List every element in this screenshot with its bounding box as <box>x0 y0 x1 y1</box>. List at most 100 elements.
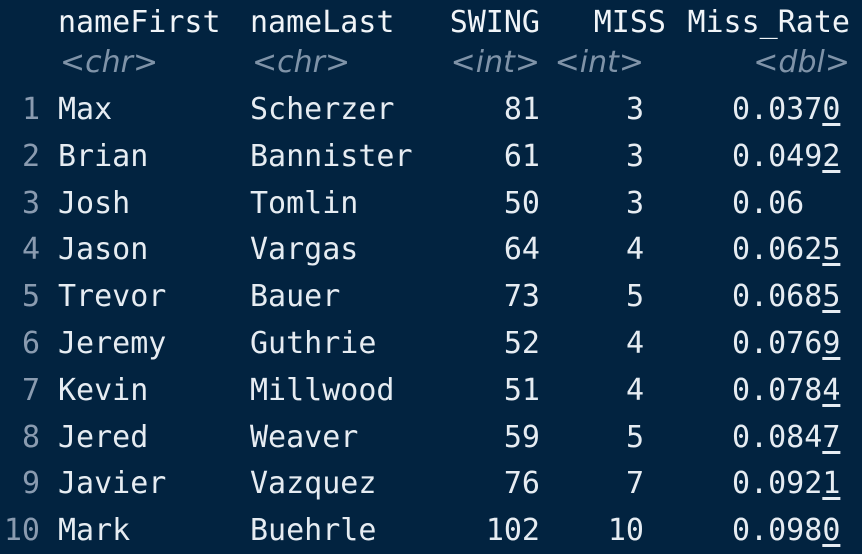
cell-namefirst: Javier <box>58 466 167 502</box>
cell-miss-rate: 0.0370 <box>732 87 840 133</box>
cell-miss-rate: 0.06 <box>732 181 804 227</box>
cell-swing: 50 <box>503 185 540 221</box>
table-row: 8 Jered Weaver 59 5 0.0847 <box>0 415 862 461</box>
miss-rate-digits: 0.062 <box>732 232 823 268</box>
cell-swing: 81 <box>503 92 540 127</box>
cell-miss: 5 <box>625 419 644 455</box>
col-type-namelast: <chr> <box>252 45 351 80</box>
cell-namefirst: Mark <box>58 513 131 549</box>
col-header-swing: SWING <box>449 5 540 40</box>
miss-rate-insignificant-digit: 0 <box>822 92 841 127</box>
cell-namelast: Bauer <box>250 279 341 315</box>
miss-rate-insignificant-digit: 7 <box>822 419 841 455</box>
cell-miss: 4 <box>625 232 644 268</box>
cell-namelast: Vargas <box>250 232 359 268</box>
cell-miss: 3 <box>625 92 644 127</box>
table-row: 1 Max Scherzer 81 3 0.0370 <box>0 87 862 133</box>
cell-miss: 7 <box>625 466 644 502</box>
miss-rate-insignificant-digit: 0 <box>822 513 841 549</box>
row-number: 9 <box>21 466 40 502</box>
row-number: 8 <box>21 419 40 455</box>
miss-rate-digits: 0.084 <box>732 419 823 455</box>
cell-namefirst: Jered <box>58 419 149 455</box>
cell-namefirst: Jason <box>58 232 149 268</box>
cell-miss-rate: 0.0847 <box>732 415 840 461</box>
cell-namelast: Bannister <box>250 138 413 174</box>
cell-miss: 5 <box>625 279 644 315</box>
cell-swing: 73 <box>503 279 540 315</box>
cell-namefirst: Brian <box>58 138 149 174</box>
cell-namelast: Vazquez <box>250 466 377 502</box>
table-row: 4 Jason Vargas 64 4 0.0625 <box>0 227 862 273</box>
row-number: 2 <box>21 138 40 174</box>
cell-namelast: Weaver <box>250 419 359 455</box>
col-type-swing: <int> <box>450 45 540 80</box>
cell-swing: 76 <box>503 466 540 502</box>
cell-swing: 61 <box>503 138 540 174</box>
cell-namelast: Scherzer <box>250 92 395 127</box>
cell-namefirst: Max <box>58 92 113 127</box>
cell-miss: 10 <box>607 513 644 549</box>
cell-miss-rate: 0.0921 <box>732 461 840 507</box>
cell-namefirst: Kevin <box>58 372 149 408</box>
row-number: 6 <box>21 326 40 361</box>
miss-rate-digits: 0.068 <box>732 279 823 315</box>
miss-rate-digits: 0.049 <box>732 138 823 174</box>
header-row: nameFirst nameLast SWING MISS Miss_Rate <box>0 0 862 46</box>
cell-miss: 3 <box>625 185 644 221</box>
cell-miss: 3 <box>625 138 644 174</box>
table-row: 5 Trevor Bauer 73 5 0.0685 <box>0 274 862 320</box>
row-number: 7 <box>21 372 40 408</box>
cell-namefirst: Jeremy <box>58 326 167 361</box>
miss-rate-insignificant-digit: 2 <box>822 138 841 174</box>
table-row: 10 Mark Buehrle 102 10 0.0980 <box>0 508 862 554</box>
cell-swing: 51 <box>503 372 540 408</box>
cell-namelast: Millwood <box>250 372 395 408</box>
cell-miss-rate: 0.0685 <box>732 274 840 320</box>
cell-swing: 102 <box>485 513 540 549</box>
col-type-miss: <int> <box>554 45 644 80</box>
table-row: 3 Josh Tomlin 50 3 0.06 <box>0 181 862 227</box>
col-type-namefirst: <chr> <box>60 45 159 80</box>
miss-rate-insignificant-digit: 9 <box>822 326 841 361</box>
cell-namelast: Guthrie <box>250 326 377 361</box>
table-row: 7 Kevin Millwood 51 4 0.0784 <box>0 368 862 414</box>
row-number: 1 <box>21 92 40 127</box>
row-number: 5 <box>21 279 40 315</box>
cell-namelast: Tomlin <box>250 185 359 221</box>
col-type-miss-rate: <dbl> <box>753 45 850 80</box>
row-number: 3 <box>21 185 40 221</box>
cell-miss: 4 <box>625 326 644 361</box>
table-row: 6 Jeremy Guthrie 52 4 0.0769 <box>0 321 862 367</box>
cell-miss-rate: 0.0980 <box>732 508 840 554</box>
cell-miss-rate: 0.0769 <box>732 321 840 367</box>
table-row: 9 Javier Vazquez 76 7 0.0921 <box>0 461 862 507</box>
miss-rate-digits: 0.076 <box>732 326 823 361</box>
table-row: 2 Brian Bannister 61 3 0.0492 <box>0 134 862 180</box>
cell-swing: 59 <box>503 419 540 455</box>
cell-swing: 52 <box>503 326 540 361</box>
cell-namefirst: Josh <box>58 185 131 221</box>
cell-miss-rate: 0.0625 <box>732 227 840 273</box>
col-header-namefirst: nameFirst <box>58 5 221 40</box>
type-row: <chr> <chr> <int> <int> <dbl> <box>0 40 862 86</box>
cell-miss-rate: 0.0784 <box>732 368 840 414</box>
miss-rate-digits: 0.037 <box>732 92 823 127</box>
miss-rate-insignificant-digit: 5 <box>822 279 841 315</box>
cell-namefirst: Trevor <box>58 279 167 315</box>
cell-swing: 64 <box>503 232 540 268</box>
miss-rate-digits: 0.06 <box>732 185 805 221</box>
col-header-miss: MISS <box>593 5 666 40</box>
miss-rate-insignificant-digit: 4 <box>822 372 841 408</box>
miss-rate-insignificant-digit: 5 <box>822 232 841 268</box>
col-header-namelast: nameLast <box>250 5 395 40</box>
cell-namelast: Buehrle <box>250 513 377 549</box>
miss-rate-digits: 0.078 <box>732 372 823 408</box>
miss-rate-digits: 0.092 <box>732 466 823 502</box>
miss-rate-insignificant-digit: 1 <box>822 466 841 502</box>
row-number: 4 <box>21 232 40 268</box>
col-header-miss-rate: Miss_Rate <box>687 5 850 40</box>
miss-rate-digits: 0.098 <box>732 513 823 549</box>
cell-miss-rate: 0.0492 <box>732 134 840 180</box>
